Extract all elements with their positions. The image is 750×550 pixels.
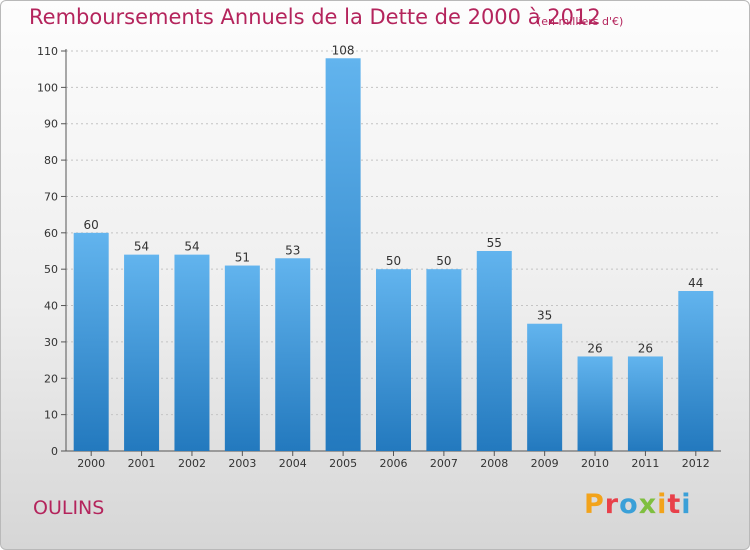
x-tick-label: 2004	[279, 457, 307, 470]
y-tick-label: 80	[44, 154, 58, 167]
bar	[376, 269, 411, 451]
bar	[124, 254, 160, 451]
y-tick-label: 0	[51, 445, 58, 458]
y-tick-label: 40	[44, 300, 58, 313]
y-tick-label: 70	[44, 190, 58, 203]
x-tick-label: 2007	[430, 457, 458, 470]
bar	[275, 258, 311, 451]
bar	[325, 58, 361, 451]
x-tick-label: 2008	[480, 457, 508, 470]
data-label: 60	[84, 218, 99, 232]
bar	[174, 254, 210, 451]
y-tick-label: 110	[37, 45, 58, 58]
data-label: 26	[638, 341, 653, 355]
x-tick-label: 2002	[178, 457, 206, 470]
data-label: 53	[285, 243, 300, 257]
bar	[627, 356, 663, 451]
data-label: 108	[332, 43, 355, 57]
y-tick-label: 50	[44, 263, 58, 276]
bar	[426, 269, 462, 451]
bar	[678, 291, 714, 451]
bar	[577, 356, 613, 451]
x-tick-label: 2011	[631, 457, 659, 470]
bars	[73, 58, 714, 451]
x-tick-label: 2010	[581, 457, 609, 470]
town-name: OULINS	[33, 497, 105, 519]
x-tick-label: 2001	[128, 457, 156, 470]
bar	[224, 265, 260, 451]
y-tick-label: 60	[44, 227, 58, 240]
chart-subtitle: (en milliers d'€)	[537, 15, 624, 28]
data-label: 55	[487, 236, 502, 250]
data-label: 35	[537, 309, 552, 323]
x-tick-label: 2006	[380, 457, 408, 470]
data-label: 54	[184, 240, 199, 254]
data-label: 51	[235, 251, 250, 265]
x-tick-label: 2003	[228, 457, 256, 470]
data-label: 26	[587, 341, 602, 355]
y-tick-label: 90	[44, 118, 58, 131]
proxiti-logo[interactable]: Proxiti	[584, 489, 692, 520]
x-tick-label: 2005	[329, 457, 357, 470]
y-tick-label: 30	[44, 336, 58, 349]
chart-title: Remboursements Annuels de la Dette de 20…	[29, 5, 601, 29]
bar	[527, 323, 563, 451]
x-tick-label: 2009	[531, 457, 559, 470]
y-tick-label: 10	[44, 409, 58, 422]
bar	[476, 251, 512, 451]
data-label: 50	[436, 254, 451, 268]
data-label: 50	[386, 254, 401, 268]
data-label: 54	[134, 240, 149, 254]
y-tick-label: 100	[37, 81, 58, 94]
bar	[73, 232, 109, 451]
labels: 0 10 20 30 40 50 60 70 80 90 100 110 2000 60 2001 54 200…	[37, 43, 710, 470]
x-tick-label: 2012	[682, 457, 710, 470]
x-tick-label: 2000	[77, 457, 105, 470]
y-tick-label: 20	[44, 372, 58, 385]
data-label: 44	[688, 276, 703, 290]
